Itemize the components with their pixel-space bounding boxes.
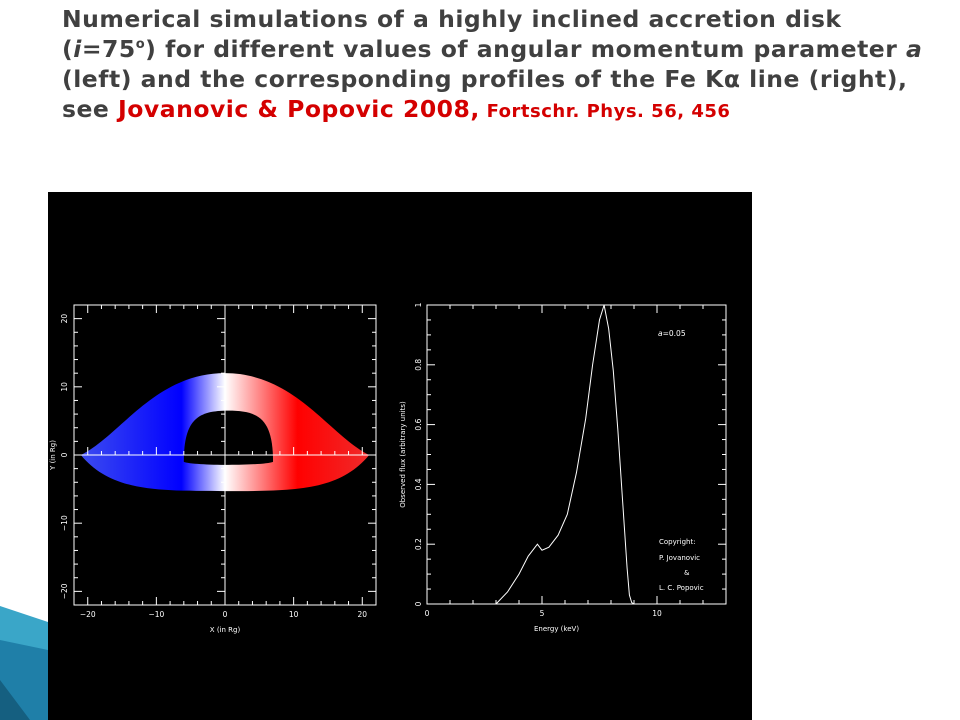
copyright-line-4: L. C. Popovic: [659, 584, 704, 592]
disk-x-tick-label: −20: [80, 610, 96, 619]
line-y-tick-label: 0.4: [414, 478, 423, 490]
copyright-line-1: Copyright:: [659, 538, 696, 546]
disk-x-axis-label: X (in Rg): [210, 626, 241, 634]
line-axes: 0 5 10 0 0.2 0.4 0.6 0.8 1: [414, 302, 727, 618]
line-x-tick-label: 0: [425, 609, 430, 618]
fe-line-profile-plot: 0 5 10 0 0.2 0.4 0.6 0.8 1 Energy (keV) Observed…: [399, 302, 727, 633]
line-y-axis-label: Observed flux (arbitrary units): [399, 401, 407, 508]
disk-y-axis-label: Y (in Rg): [49, 440, 57, 471]
line-y-tick-label: 0.8: [414, 359, 423, 371]
fe-line-profile-series: [495, 304, 635, 605]
journal-reference: Fortschr. Phys. 56, 456: [479, 101, 731, 122]
accretion-disk-plot: −20 −10 0 10 20 −20 −10 0 10 20 X (in Rg) Y (in R…: [49, 304, 377, 634]
line-y-tick-label: 0.2: [414, 538, 423, 550]
line-x-axis-label: Energy (keV): [534, 625, 579, 633]
line-y-tick-label: 0.6: [414, 418, 423, 430]
line-y-tick-label: 0: [414, 601, 423, 606]
copyright-line-2: P. Jovanovic: [659, 554, 700, 562]
figure-panel: −20 −10 0 10 20 −20 −10 0 10 20 X (in Rg) Y (in R…: [48, 192, 752, 720]
disk-x-tick-label: 0: [223, 610, 228, 619]
spin-annotation: a=0.05: [658, 329, 686, 338]
reference-link[interactable]: Jovanovic & Popovic 2008,: [118, 95, 480, 123]
copyright-line-3: &: [684, 569, 690, 577]
disk-axes: −20 −10 0 10 20 −20 −10 0 10 20: [60, 304, 377, 619]
disk-x-tick-label: −10: [148, 610, 164, 619]
disk-y-tick-label: 10: [60, 382, 69, 392]
disk-y-tick-label: −20: [60, 583, 69, 599]
disk-y-tick-label: −10: [60, 515, 69, 531]
line-x-tick-label: 5: [540, 609, 545, 618]
line-x-tick-label: 10: [652, 609, 662, 618]
slide-title: Numerical simulations of a highly inclin…: [62, 5, 923, 123]
disk-y-tick-label: 20: [60, 314, 69, 324]
disk-x-tick-label: 20: [357, 610, 367, 619]
disk-x-tick-label: 10: [289, 610, 299, 619]
line-y-tick-label: 1: [414, 302, 423, 307]
disk-y-tick-label: 0: [60, 452, 69, 457]
